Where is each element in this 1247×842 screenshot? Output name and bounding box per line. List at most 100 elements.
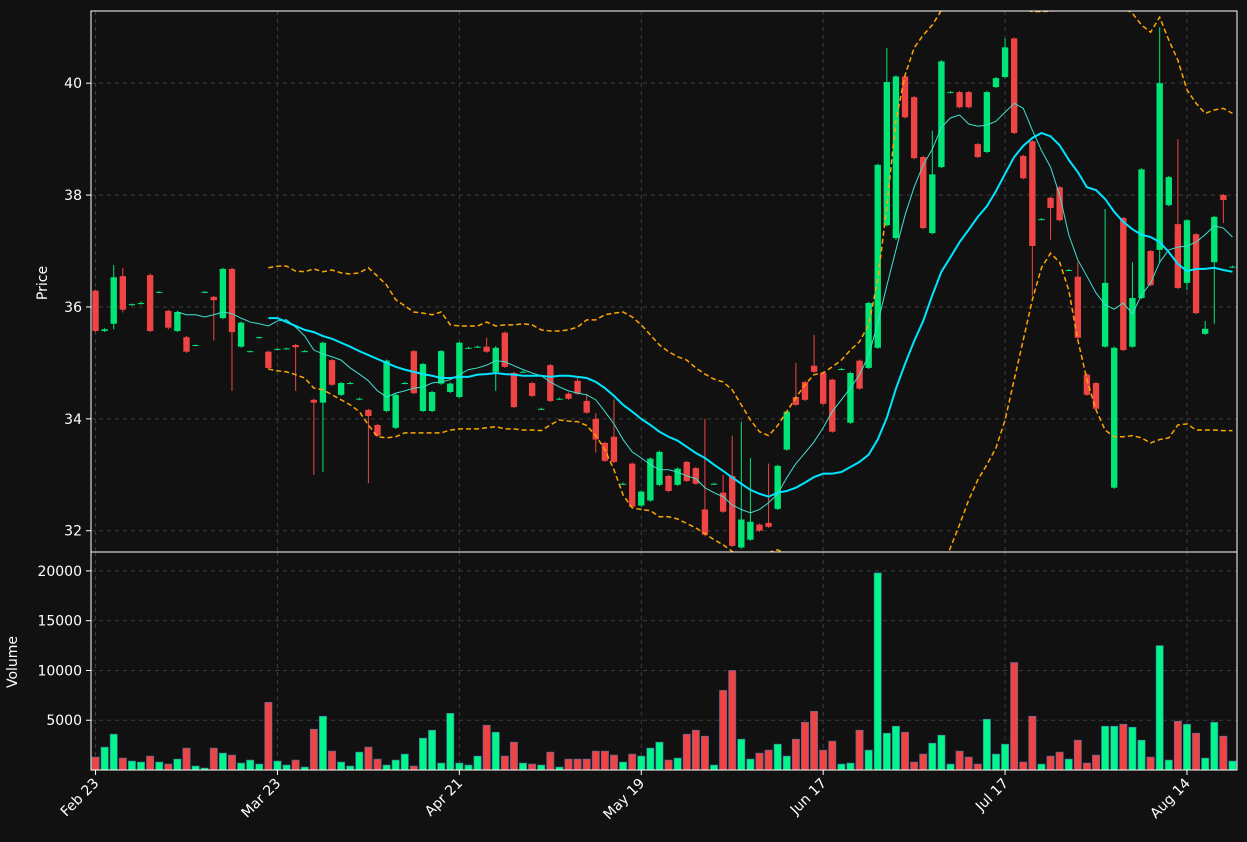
candle-body [483,346,490,352]
candle-body [574,380,581,394]
volume-bar [1064,758,1073,770]
candle-body [310,399,318,403]
overlay-line [268,252,1233,552]
volume-bar [282,764,291,770]
volume-bar [773,743,782,770]
candle-body [110,277,117,324]
volume-bar [746,758,755,770]
candle-body [228,268,236,333]
volume-bar [500,755,509,770]
candle-body [128,304,136,306]
candle-body [665,475,672,492]
candle-body [437,351,445,384]
candle-body [1165,177,1172,206]
volume-bar [164,763,173,770]
candle-body [201,291,208,293]
candle-body [819,372,827,404]
volume-bar [127,760,136,770]
candle-body [883,82,891,226]
volume-bar [446,712,455,770]
volume-bar [228,754,236,770]
volume-bar [755,752,764,770]
candle-body [556,398,563,400]
volume-bar [209,747,218,770]
candle-body [1065,270,1072,272]
volume-bar [573,758,582,770]
y-tick-label: 38 [64,188,82,204]
candle-body [992,78,1000,88]
candle-body [301,351,308,353]
candle-body [274,348,281,350]
candle-body [674,468,681,485]
candle-body [419,364,427,412]
candle-body [1129,298,1136,347]
volume-bar [528,763,537,770]
candle-body [474,346,481,348]
volume-bar [1010,662,1019,770]
volume-bar [1001,743,1010,770]
volume-bar [955,750,964,770]
volume-bar [819,749,828,770]
x-tick-label: Feb 23 [58,776,103,821]
volume-bar [837,763,846,770]
volume-bar [1210,721,1219,770]
candle-body [628,463,636,507]
x-tick-label: Apr 21 [422,776,466,820]
candle-body [1111,347,1118,488]
candle-body [929,174,936,234]
volume-bar [255,763,264,770]
volume-bar [1155,645,1164,770]
volume-bar [373,758,382,770]
candle-body [1092,383,1100,409]
candle-body [501,332,509,367]
candle-body [101,329,108,332]
volume-bar [191,765,200,770]
volume-bar [919,753,928,770]
candle-body [719,492,727,512]
candle-body [920,157,927,229]
candle-body [956,92,963,108]
candle-body [428,391,436,412]
volume-bar [846,762,855,770]
candle-body [246,351,254,353]
candle-body [1220,195,1227,201]
volume-bar [473,755,482,770]
candle-body [974,144,981,158]
candle-body [756,524,763,531]
volume-bar [1146,756,1155,770]
volume-bar [1092,754,1100,770]
volume-bar [891,725,900,770]
grid [91,11,1237,770]
volume-bar [146,755,155,770]
candle-body [710,483,718,485]
candle-body [219,268,227,319]
overlay-line [177,102,1233,514]
candle-body [183,337,190,352]
candle-body [692,468,700,484]
candle-body [165,310,172,328]
volume-bar [400,753,409,770]
candle-body [810,365,818,372]
candle-body [137,303,145,305]
candle-body [847,372,854,423]
volume-bar [910,761,919,770]
candle-body [174,311,181,332]
candle-body [156,291,163,293]
volume-bar [1183,723,1191,770]
volume-bars [91,572,1237,770]
candle-body [392,394,399,428]
overlay-line [268,11,1233,437]
volume-bar [264,702,273,770]
candle-body [565,393,572,399]
volume-bar [118,757,127,770]
volume-bar [428,729,437,770]
volume-bar [1228,760,1237,770]
candle-body [965,92,972,108]
volume-bar [328,750,336,770]
candle-body [892,76,900,239]
volume-bar [691,729,700,770]
candle-body [765,522,772,527]
candle-body [865,303,872,368]
volume-bar [337,761,346,770]
volume-bar [246,759,255,770]
